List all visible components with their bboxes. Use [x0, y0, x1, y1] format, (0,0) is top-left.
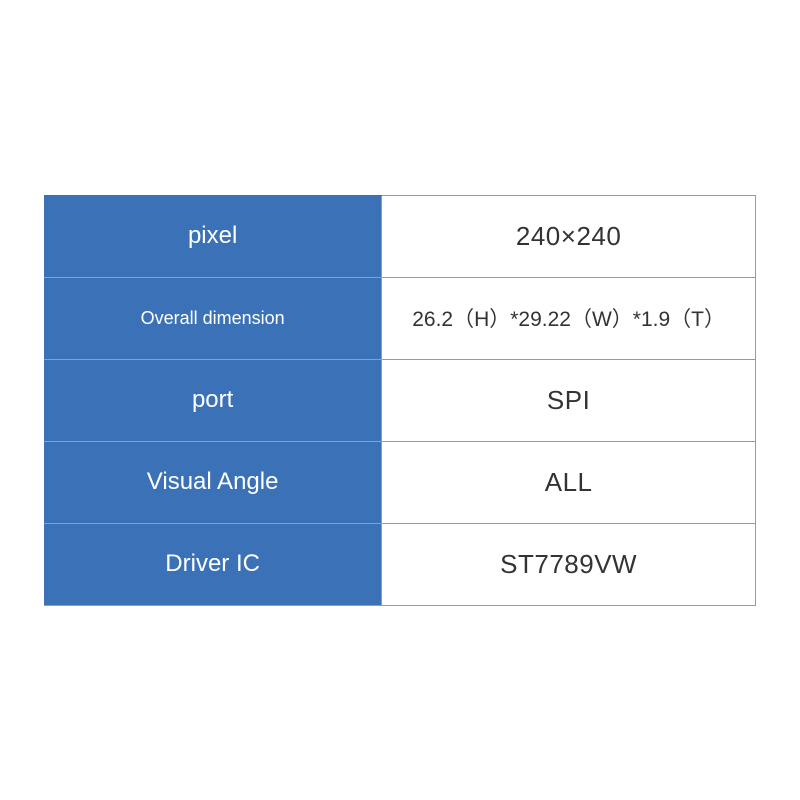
table-row: Driver IC ST7789VW: [44, 523, 756, 605]
spec-value-pixel: 240×240: [382, 195, 756, 277]
table-row: Visual Angle ALL: [44, 441, 756, 523]
spec-label-port: port: [44, 359, 382, 441]
spec-label-visual-angle: Visual Angle: [44, 441, 382, 523]
spec-value-driver-ic: ST7789VW: [382, 523, 756, 605]
spec-label-driver-ic: Driver IC: [44, 523, 382, 605]
spec-label-dimension: Overall dimension: [44, 277, 382, 359]
spec-value-port: SPI: [382, 359, 756, 441]
spec-label-pixel: pixel: [44, 195, 382, 277]
table-row: pixel 240×240: [44, 195, 756, 277]
table-row: port SPI: [44, 359, 756, 441]
table-row: Overall dimension 26.2（H）*29.22（W）*1.9（T…: [44, 277, 756, 359]
spec-table: pixel 240×240 Overall dimension 26.2（H）*…: [44, 195, 756, 606]
spec-value-visual-angle: ALL: [382, 441, 756, 523]
spec-value-dimension: 26.2（H）*29.22（W）*1.9（T）: [382, 277, 756, 359]
